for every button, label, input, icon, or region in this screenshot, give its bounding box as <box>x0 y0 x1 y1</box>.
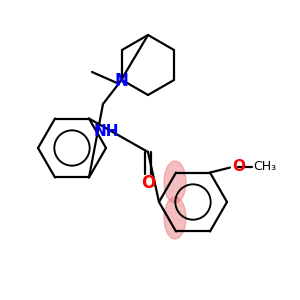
Text: N: N <box>114 72 128 90</box>
Text: O: O <box>141 174 155 192</box>
Ellipse shape <box>164 161 186 203</box>
Text: O: O <box>232 159 245 174</box>
Text: NH: NH <box>94 124 119 139</box>
Ellipse shape <box>164 197 186 239</box>
Text: CH₃: CH₃ <box>253 160 276 173</box>
